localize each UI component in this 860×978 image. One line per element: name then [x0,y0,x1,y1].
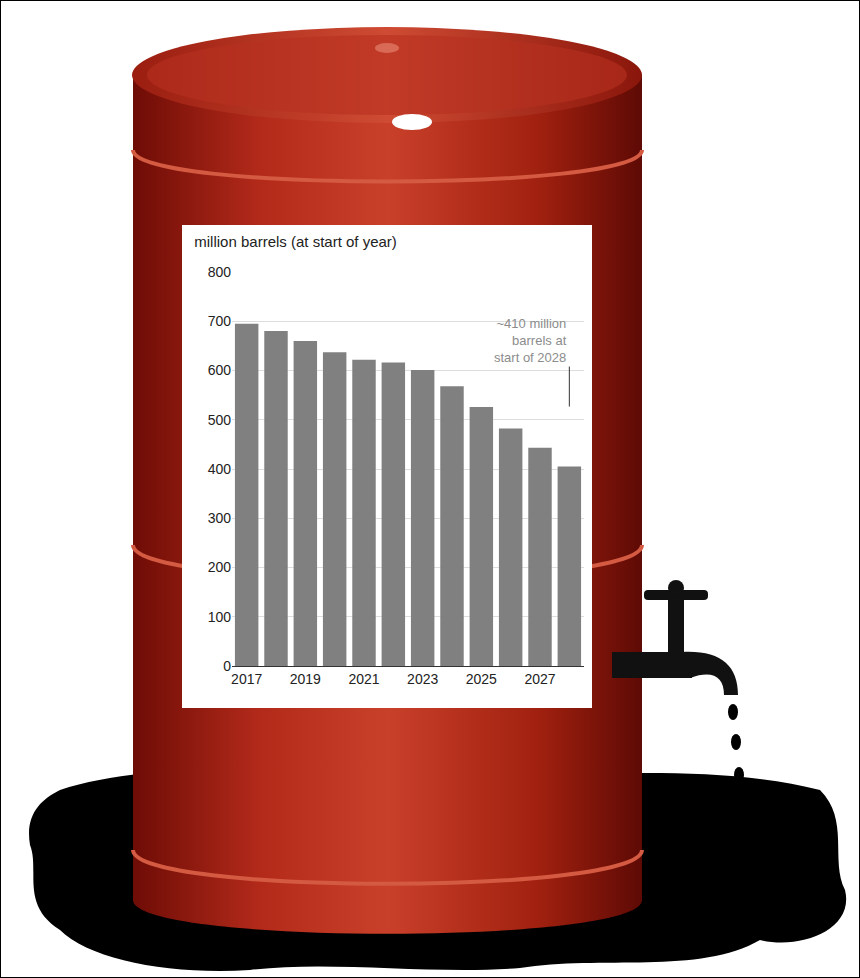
svg-text:2025: 2025 [466,671,497,687]
svg-text:600: 600 [208,362,232,378]
svg-text:400: 400 [208,461,232,477]
svg-text:2019: 2019 [290,671,321,687]
svg-text:700: 700 [208,313,232,329]
svg-text:500: 500 [208,412,232,428]
svg-text:2027: 2027 [524,671,555,687]
svg-text:100: 100 [208,609,232,625]
svg-text:800: 800 [208,264,232,280]
svg-text:300: 300 [208,510,232,526]
svg-text:0: 0 [223,658,231,674]
svg-text:200: 200 [208,559,232,575]
svg-text:2023: 2023 [407,671,438,687]
svg-text:2017: 2017 [231,671,262,687]
svg-text:~410 millionbarrels atstart of: ~410 millionbarrels atstart of 2028 [494,316,567,365]
svg-text:2021: 2021 [348,671,379,687]
svg-text:million barrels (at start of y: million barrels (at start of year) [194,233,397,250]
